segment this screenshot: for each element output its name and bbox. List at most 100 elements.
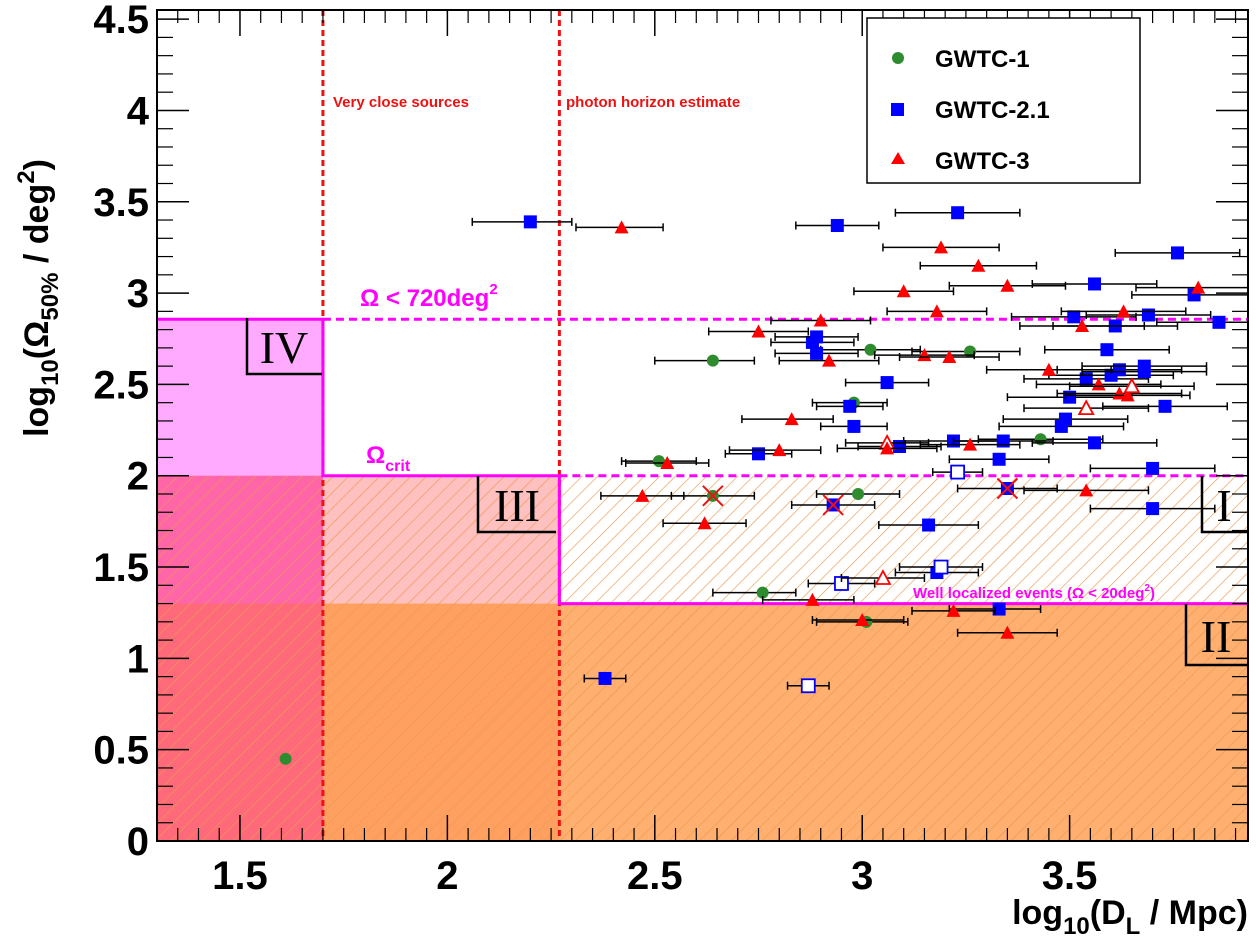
square-marker [992, 452, 1006, 466]
triangle-marker [1120, 388, 1135, 402]
data-point-triangle [575, 220, 664, 234]
x-tick-label: 2 [436, 854, 458, 898]
triangle-marker [1123, 377, 1141, 394]
data-point-square [1043, 343, 1170, 357]
data-point-circle [279, 752, 292, 765]
region-boundary-solid-line [157, 317, 1248, 606]
square-marker [810, 330, 824, 344]
y-tick-label: 3.5 [93, 181, 149, 225]
data-point-square [844, 376, 930, 390]
data-point-square [948, 452, 1050, 466]
data-point-triangle [840, 569, 926, 585]
square-marker [1146, 461, 1160, 475]
data-point-square [931, 464, 984, 480]
data-point-triangle [761, 592, 855, 606]
triangle-marker [929, 304, 944, 318]
triangle-marker [934, 240, 949, 254]
square-marker [950, 464, 966, 480]
data-point-square [1089, 502, 1216, 516]
data-point-triangle [919, 437, 1021, 451]
x-tick-label: 2.5 [627, 854, 683, 898]
y-tick-label: 2.5 [93, 363, 149, 407]
square-marker [1067, 310, 1081, 324]
data-point-square [956, 477, 1058, 500]
square-marker [598, 671, 612, 685]
y-tick-label: 0 [127, 820, 149, 864]
triangle-marker [1091, 377, 1106, 391]
triangle-marker [1112, 386, 1127, 400]
x-tick-label: 3 [851, 854, 873, 898]
region-III-box: III [476, 476, 556, 534]
legend-label-gwtc21: GWTC-2.1 [935, 97, 1050, 124]
data-point-square [1031, 436, 1158, 450]
data-point-circle [819, 343, 922, 356]
x-tick-label: 3.5 [1042, 854, 1098, 898]
triangle-marker [1079, 483, 1094, 497]
y-tick-label: 3 [127, 272, 149, 316]
circle-marker [756, 586, 769, 599]
region-IV-box: IV [245, 318, 322, 376]
legend-square-marker [891, 103, 904, 116]
data-point-square [1155, 315, 1248, 329]
triangle-marker [660, 455, 675, 469]
data-point-square [815, 399, 884, 413]
cross-mark [702, 485, 724, 507]
square-marker [523, 215, 537, 229]
square-marker [1112, 363, 1126, 377]
region-III-label: III [494, 480, 540, 531]
photon-horizon-label: photon horizon estimate [566, 94, 740, 111]
data-point-triangle [707, 324, 810, 338]
data-point-circle [815, 487, 901, 500]
data-point-triangle [873, 348, 975, 362]
data-point-triangle [1023, 483, 1150, 497]
square-marker [880, 376, 894, 390]
data-point-triangle [770, 313, 872, 327]
data-point-triangle [1068, 377, 1195, 394]
data-point-square [471, 215, 573, 229]
square-marker [1170, 246, 1184, 260]
data-point-square [894, 206, 1021, 220]
plot-frame [156, 9, 1249, 842]
data-point-square [774, 346, 859, 360]
triangle-marker [813, 313, 828, 327]
triangle-marker [1075, 318, 1090, 332]
legend: GWTC-1 GWTC-2.1 GWTC-3 [866, 17, 1141, 184]
data-point-triangle [662, 516, 747, 530]
data-point-square [898, 559, 984, 575]
square-marker [933, 559, 949, 575]
square-marker [1088, 277, 1102, 291]
x-tick-label: 1.5 [212, 854, 268, 898]
triangle-marker [772, 443, 787, 457]
data-point-triangle [886, 304, 988, 318]
data-point-circle [712, 586, 797, 599]
triangle-marker [784, 412, 799, 426]
data-point-triangle [1019, 318, 1146, 332]
omega-crit-label: Ωcrit [366, 442, 411, 475]
data-point-square [786, 678, 830, 694]
data-point-triangle [956, 625, 1058, 639]
triangle-marker [896, 284, 911, 298]
square-marker [1137, 365, 1151, 379]
square-marker [843, 399, 857, 413]
legend-box [866, 17, 1141, 184]
triangle-marker [880, 441, 895, 455]
omega-720-label: Ω < 720deg2 [360, 281, 498, 312]
axis-ticks: 1.5 2 2.5 3 3.5 0 0.5 1 1.5 2 2.5 3 3.5 4 4.5 [93, 0, 1248, 898]
data-point-triangle [919, 258, 1038, 272]
square-marker [830, 219, 844, 233]
square-marker [996, 434, 1010, 448]
circle-marker [852, 487, 865, 500]
triangle-marker [917, 348, 932, 362]
data-point-circle [620, 455, 698, 468]
circle-marker [864, 343, 877, 356]
square-marker [1212, 315, 1226, 329]
data-point-triangle [1056, 386, 1183, 400]
triangle-marker [942, 350, 957, 364]
data-points [279, 206, 1248, 765]
square-marker [992, 602, 1006, 616]
data-point-triangle [741, 412, 834, 426]
data-point-triangle [948, 278, 1067, 292]
square-marker [847, 419, 861, 433]
triangle-marker [697, 516, 712, 530]
data-point-square [819, 419, 888, 433]
